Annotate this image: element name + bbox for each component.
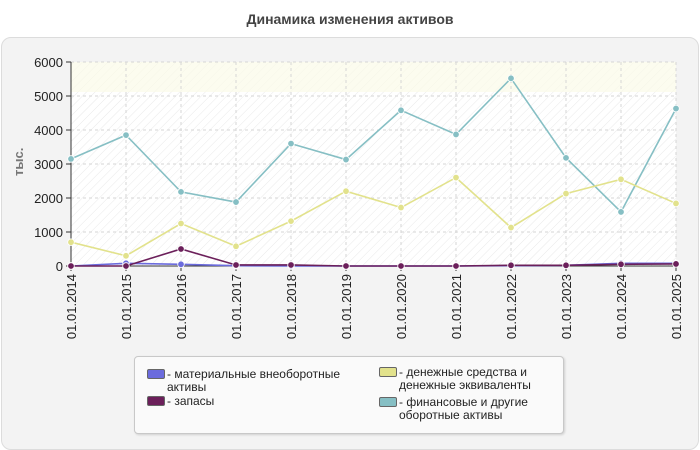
series-point-2 [507, 223, 515, 232]
series-point-3 [342, 155, 350, 164]
plot-top-band [71, 62, 676, 92]
series-point-3 [452, 130, 460, 139]
chart-title: Динамика изменения активов [246, 11, 454, 27]
legend-swatch-cash [379, 367, 397, 377]
series-point-1 [342, 262, 350, 270]
x-tick-label: 01.01.2016 [174, 274, 189, 339]
series-point-3 [672, 104, 680, 113]
series-point-3 [232, 198, 240, 206]
series-point-3 [67, 155, 75, 163]
y-tick-label: 5000 [34, 89, 63, 104]
series-point-3 [397, 106, 405, 114]
series-point-2 [562, 189, 570, 198]
y-tick-label: 1000 [34, 225, 63, 240]
x-tick-label: 01.01.2021 [449, 274, 464, 339]
x-tick-label: 01.01.2023 [559, 274, 574, 339]
y-tick-label: 6000 [34, 55, 63, 70]
legend-swatch-financial-assets [379, 397, 397, 407]
x-tick-label: 01.01.2020 [394, 274, 409, 339]
series-point-2 [397, 203, 405, 212]
series-point-1 [397, 262, 405, 270]
x-tick-label: 01.01.2019 [339, 274, 354, 339]
series-point-2 [67, 238, 75, 246]
x-tick-label: 01.01.2024 [614, 274, 629, 339]
legend-label-inventory: - запасы [167, 394, 215, 408]
y-tick-label: 2000 [34, 191, 63, 206]
series-point-2 [452, 173, 460, 182]
y-tick-label: 0 [56, 259, 63, 274]
series-point-3 [617, 208, 625, 216]
legend-label-fixed-assets: - материальные внеоборотные активы [167, 367, 340, 394]
series-line-1 [71, 248, 677, 267]
series-point-1 [617, 260, 625, 268]
y-tick-label: 4000 [34, 123, 63, 138]
x-tick-label: 01.01.2025 [669, 274, 684, 339]
series-point-1 [562, 261, 570, 270]
series-line-2 [70, 176, 677, 257]
series-point-1 [122, 262, 130, 270]
series-point-1 [507, 261, 515, 270]
series-point-2 [122, 252, 130, 260]
legend: - материальные внеоборотные активы - зап… [134, 356, 564, 434]
series-point-3 [287, 139, 295, 148]
series-point-1 [67, 262, 75, 270]
series-point-2 [232, 242, 240, 250]
legend-label-financial-assets: - финансовые и другие оборотные активы [399, 395, 528, 422]
series-point-1 [287, 261, 295, 269]
y-axis-title: тыс. [11, 147, 26, 176]
series-point-1 [177, 245, 185, 253]
series-point-3 [507, 74, 515, 83]
series-point-3 [562, 154, 570, 162]
series-point-1 [452, 262, 460, 270]
x-tick-label: 01.01.2014 [64, 274, 79, 339]
series-point-2 [617, 175, 625, 183]
series-point-2 [177, 219, 185, 228]
series-point-2 [287, 217, 295, 225]
legend-swatch-fixed-assets [147, 369, 165, 379]
x-tick-label: 01.01.2015 [119, 274, 134, 339]
series-point-2 [672, 199, 680, 208]
y-tick-label: 3000 [34, 157, 63, 172]
x-tick-label: 01.01.2018 [284, 274, 299, 339]
x-tick-label: 01.01.2022 [504, 274, 519, 339]
x-tick-label: 01.01.2017 [229, 274, 244, 339]
series-point-0 [177, 260, 185, 268]
series-line-3 [70, 77, 677, 214]
series-point-3 [177, 188, 185, 196]
legend-label-cash: - денежные средства и денежные эквивален… [399, 365, 531, 392]
series-point-1 [672, 260, 680, 268]
series-point-2 [342, 187, 350, 195]
legend-swatch-inventory [147, 396, 165, 406]
series-point-1 [232, 261, 240, 269]
series-point-3 [122, 131, 130, 139]
